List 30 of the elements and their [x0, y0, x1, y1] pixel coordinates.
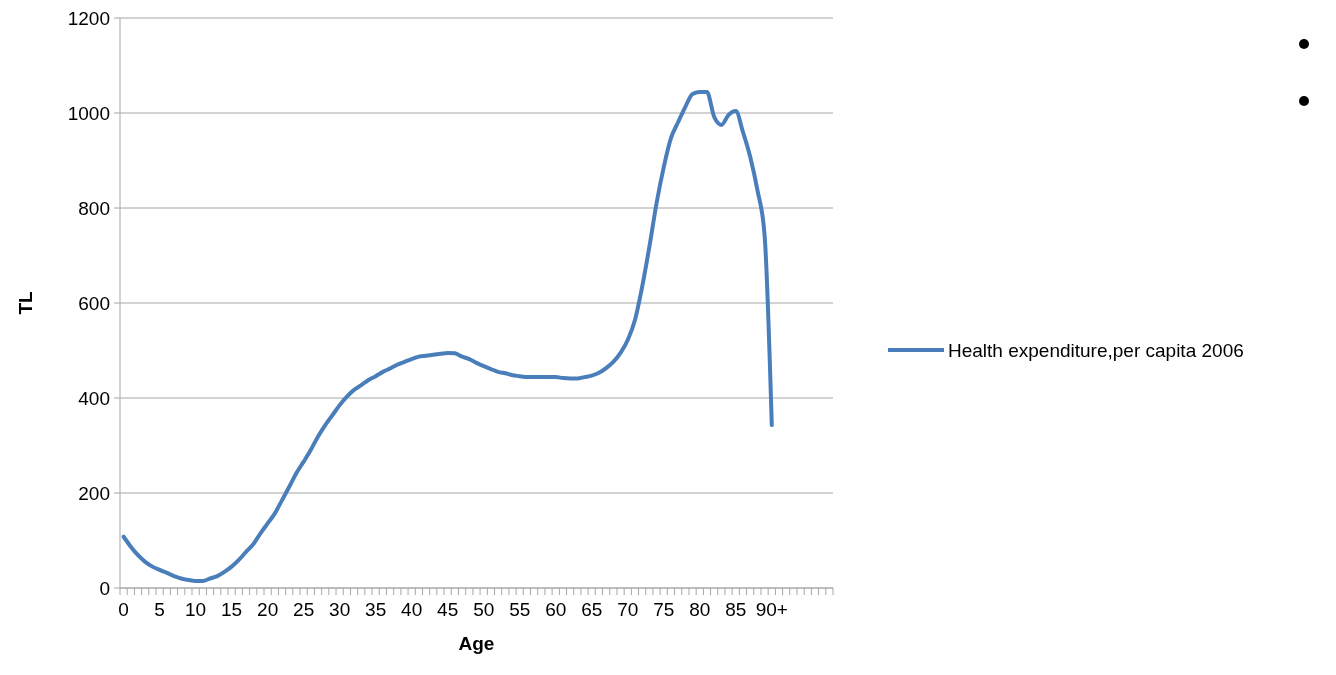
y-axis-title: TL: [15, 291, 36, 315]
x-tick-label: 20: [257, 599, 279, 620]
line-series: [121, 90, 774, 583]
x-tick-label: 80: [689, 599, 711, 620]
x-tick-label: 55: [509, 599, 531, 620]
y-tick-label: 0: [99, 577, 110, 599]
x-tick-label: 35: [365, 599, 387, 620]
x-tick-label: 10: [185, 599, 207, 620]
legend-label: Health expenditure,per capita 2006: [948, 339, 1244, 361]
x-tick-label: 5: [154, 599, 165, 620]
x-tick-label: 60: [545, 599, 567, 620]
x-axis-title: Age: [458, 633, 495, 654]
y-tick-label: 400: [78, 387, 110, 409]
y-tick-label: 600: [78, 292, 110, 314]
x-tick-label: 25: [293, 599, 315, 620]
x-tick-label: 40: [401, 599, 423, 620]
x-tick-label: 45: [437, 599, 459, 620]
x-tick-label: 65: [581, 599, 603, 620]
x-tick-label: 50: [473, 599, 495, 620]
x-tick-label: 0: [118, 599, 129, 620]
x-tick-label: 30: [329, 599, 351, 620]
y-tick-label: 1200: [67, 7, 110, 29]
x-tick-label: 85: [725, 599, 747, 620]
y-tick-label: 200: [78, 482, 110, 504]
x-tick-label: 70: [617, 599, 639, 620]
y-tick-label: 800: [78, 197, 110, 219]
y-tick-label: 1000: [67, 102, 110, 124]
x-tick-label: 75: [653, 599, 675, 620]
x-tick-label: 90+: [755, 599, 788, 620]
x-tick-label: 15: [221, 599, 243, 620]
